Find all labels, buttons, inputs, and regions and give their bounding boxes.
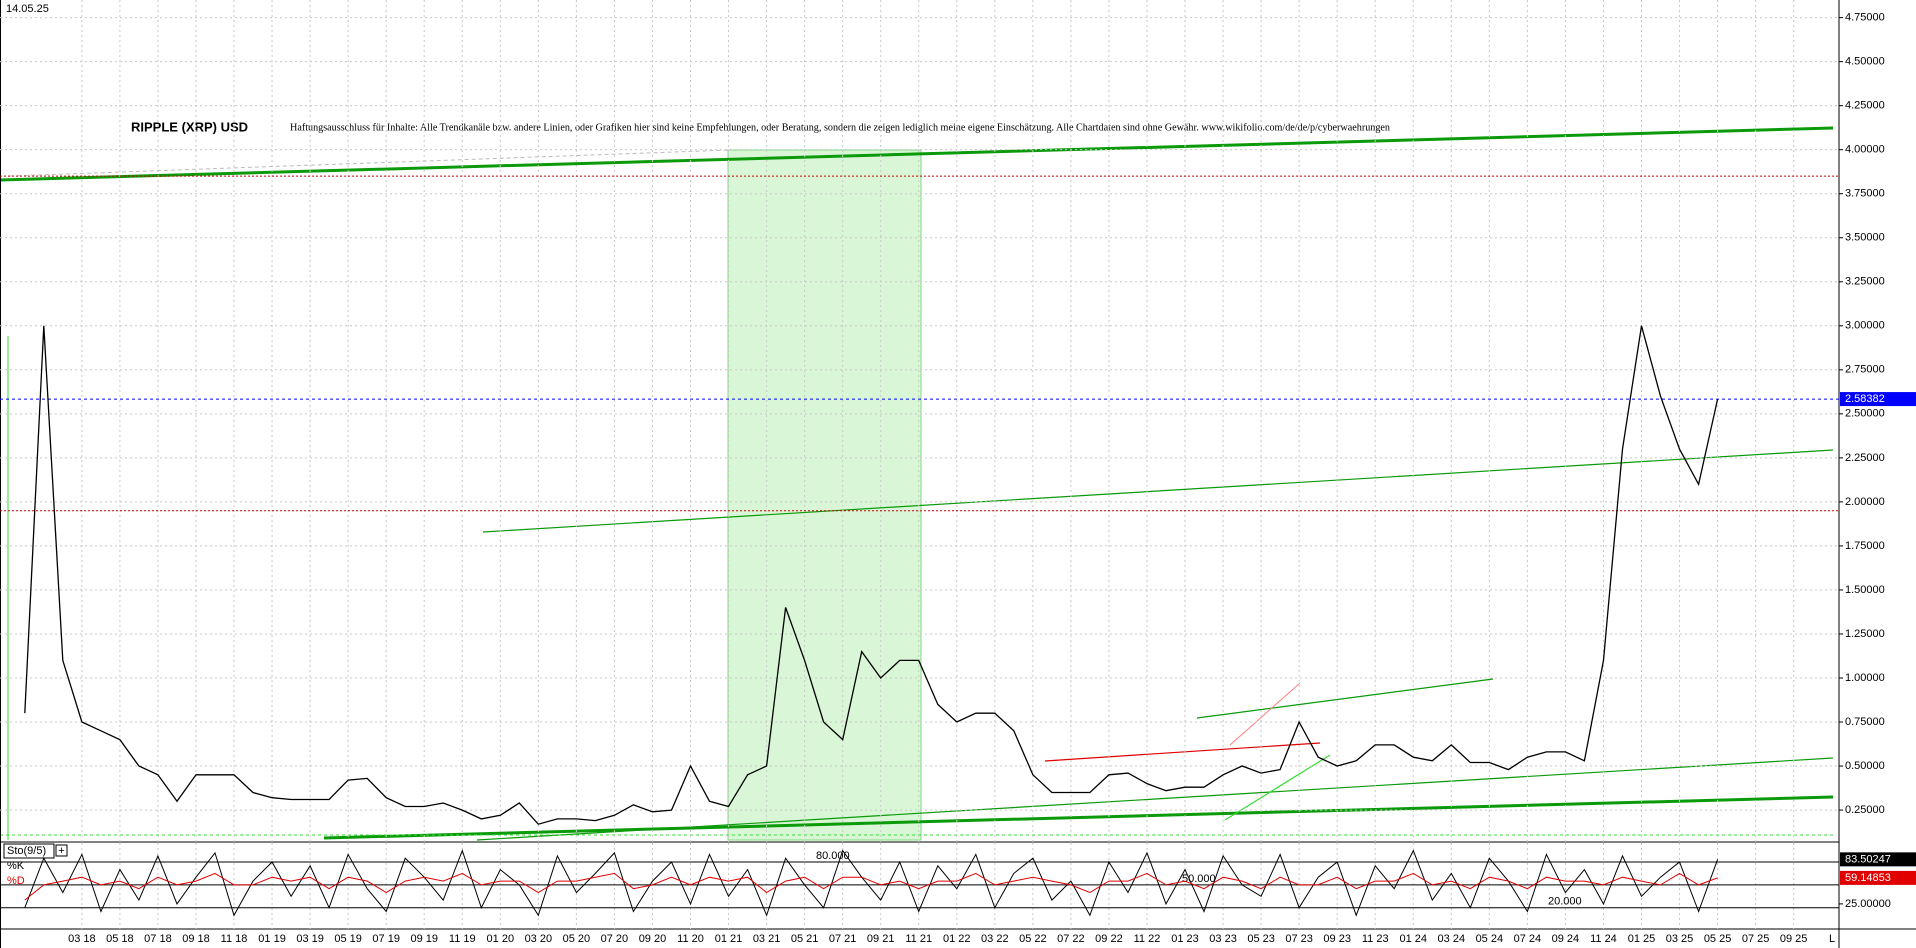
x-tick-label: 05 25 (1704, 933, 1732, 945)
y-tick-label: 25.00000 (1845, 898, 1891, 910)
x-tick-label: 03 23 (1209, 933, 1237, 945)
x-tick-label: 03 24 (1438, 933, 1466, 945)
x-tick-label: 11 18 (221, 933, 248, 945)
x-tick-label: 01 21 (715, 933, 743, 945)
y-tick-label: 4.50000 (1845, 56, 1885, 68)
trendline (9, 149, 731, 177)
last-price-label: 2.58382 (1845, 393, 1885, 405)
x-tick-label: 11 22 (1134, 933, 1161, 945)
x-tick-label: 03 22 (981, 933, 1009, 945)
trendline (1229, 682, 1301, 746)
x-tick-label: 05 23 (1247, 933, 1275, 945)
x-tick-label: 11 21 (905, 933, 932, 945)
x-tick-label: 05 24 (1476, 933, 1504, 945)
x-tick-label: 05 19 (334, 933, 362, 945)
x-tick-label: 01 20 (487, 933, 515, 945)
last-value-box (1840, 870, 1916, 885)
price-line (24, 872, 1718, 901)
x-tick-label: 09 22 (1095, 933, 1123, 945)
indicator-button[interactable] (55, 844, 68, 857)
legend-label: %K (7, 860, 25, 872)
trendline (476, 757, 1834, 841)
x-tick-label: 07 23 (1285, 933, 1313, 945)
x-tick-label: 11 24 (1590, 933, 1617, 945)
price-line (24, 325, 1719, 825)
legend-label: %D (7, 875, 25, 887)
x-tick-label: 09 19 (410, 933, 438, 945)
last-value-box (1840, 852, 1916, 867)
x-tick-label: 09 23 (1323, 933, 1351, 945)
last-value-label: 83.50247 (1845, 853, 1891, 865)
y-tick-label: 0.75000 (1845, 716, 1885, 728)
x-tick-label: 07 19 (372, 933, 400, 945)
x-tick-label: 05 21 (791, 933, 819, 945)
trendline (323, 795, 1834, 840)
x-tick-label: 07 20 (601, 933, 629, 945)
x-tick-label: 03 18 (68, 933, 96, 945)
x-tick-label: 09 20 (639, 933, 667, 945)
highlight-zone (727, 149, 922, 841)
x-tick-label: 07 25 (1742, 933, 1770, 945)
x-tick-label: 07 24 (1514, 933, 1542, 945)
disclaimer: Haftungsausschluss für Inhalte: Alle Tre… (290, 122, 1390, 133)
y-tick-label: 2.50000 (1845, 408, 1885, 420)
x-tick-label: 01 22 (943, 933, 971, 945)
x-tick-label: 09 24 (1552, 933, 1580, 945)
x-tick-label: 11 19 (449, 933, 476, 945)
y-tick-label: 1.00000 (1845, 672, 1885, 684)
x-tick-label: 07 21 (829, 933, 857, 945)
price-line (24, 849, 1719, 917)
x-tick-label: 03 21 (753, 933, 781, 945)
x-tick-label: 07 18 (144, 933, 172, 945)
x-tick-label: 01 25 (1628, 933, 1656, 945)
trendline (1196, 678, 1494, 719)
y-tick-label: 2.25000 (1845, 452, 1885, 464)
x-tick-label: 01 24 (1399, 933, 1427, 945)
x-tick-label: 09 18 (182, 933, 210, 945)
y-tick-label: 3.50000 (1845, 232, 1885, 244)
y-tick-label: 1.50000 (1845, 584, 1885, 596)
y-tick-label: 4.25000 (1845, 100, 1885, 112)
chart-title: RIPPLE (XRP) USD (131, 119, 248, 134)
last-value-label: 59.14853 (1845, 872, 1891, 884)
x-tick-label: 11 23 (1362, 933, 1389, 945)
x-tick-label: 03 19 (296, 933, 324, 945)
y-tick-label: 0.50000 (1845, 760, 1885, 772)
indicator-title: Sto(9/5) (7, 845, 46, 857)
indicator-box (3, 843, 55, 859)
trendline (1224, 754, 1331, 821)
x-tick-label: 03 25 (1666, 933, 1694, 945)
level-label: 20.000 (1548, 896, 1582, 908)
y-tick-label: 2.75000 (1845, 364, 1885, 376)
trendline (1044, 742, 1321, 762)
corner-label: L (1829, 933, 1835, 945)
y-tick-label: 4.75000 (1845, 12, 1885, 24)
trendline (482, 449, 1834, 533)
x-tick-label: 09 21 (867, 933, 895, 945)
last-price-box (1840, 392, 1916, 407)
indicator-button-icon: + (58, 845, 64, 857)
x-tick-label: 07 22 (1057, 933, 1085, 945)
x-tick-label: 05 20 (563, 933, 591, 945)
date-label: 14.05.25 (6, 3, 49, 15)
y-tick-label: 0.25000 (1845, 804, 1885, 816)
x-tick-label: 01 19 (258, 933, 286, 945)
y-tick-label: 2.00000 (1845, 496, 1885, 508)
y-tick-label: 3.00000 (1845, 320, 1885, 332)
y-tick-label: 1.25000 (1845, 628, 1885, 640)
y-tick-label: 4.00000 (1845, 144, 1885, 156)
level-label: 80.000 (816, 850, 850, 862)
y-tick-label: 3.25000 (1845, 276, 1885, 288)
y-tick-label: 1.75000 (1845, 540, 1885, 552)
x-tick-label: 09 25 (1780, 933, 1808, 945)
x-tick-label: 11 20 (677, 933, 704, 945)
y-tick-label: 3.75000 (1845, 188, 1885, 200)
x-tick-label: 03 20 (525, 933, 553, 945)
x-tick-label: 05 18 (106, 933, 134, 945)
x-tick-label: 01 23 (1171, 933, 1199, 945)
x-tick-label: 05 22 (1019, 933, 1047, 945)
